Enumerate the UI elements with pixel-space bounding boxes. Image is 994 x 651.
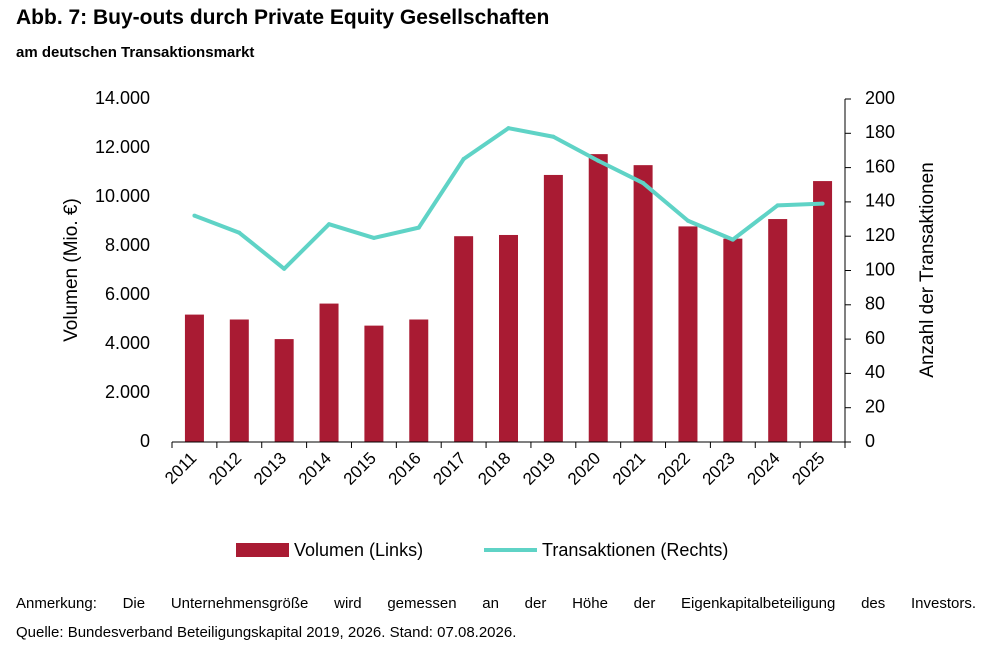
y-left-tick-label: 14.000 [95,88,150,108]
bar-2023 [723,238,743,442]
x-tick-label: 2019 [519,449,559,489]
y-right-axis-title: Anzahl der Transaktionen [917,162,938,377]
footnote: Anmerkung: Die Unternehmensgröße wird ge… [16,595,976,612]
legend-swatch-volumen [236,543,289,557]
point-2025 [820,201,825,206]
y-left-tick-label: 10.000 [95,186,150,206]
x-tick-label: 2023 [699,449,739,489]
bar-2011 [184,314,204,442]
bar-2016 [409,319,429,442]
y-right-tick-label: 160 [865,156,895,176]
point-2021 [641,181,646,186]
x-tick-label: 2022 [654,449,694,489]
x-tick-label: 2020 [564,449,604,489]
bar-2024 [768,219,788,442]
bar-2018 [499,234,518,442]
x-tick-label: 2013 [250,449,290,489]
point-2018 [506,126,511,131]
bar-2025 [813,181,833,442]
bar-2019 [543,174,563,442]
x-tick-label: 2014 [295,449,335,489]
legend-label-volumen: Volumen (Links) [294,540,423,560]
point-2016 [416,225,421,230]
point-2017 [461,157,466,162]
y-left-tick-label: 12.000 [95,137,150,157]
point-2014 [327,222,332,227]
y-left-tick-label: 0 [140,431,150,451]
y-right-tick-label: 100 [865,259,895,279]
point-2012 [237,230,242,235]
y-left-tick-label: 6.000 [105,284,150,304]
x-tick-label: 2012 [205,449,245,489]
chart-title: Abb. 7: Buy-outs durch Private Equity Ge… [16,6,550,29]
x-tick-label: 2016 [385,449,425,489]
point-2013 [282,266,287,271]
y-right-tick-label: 180 [865,122,895,142]
point-2019 [551,134,556,139]
point-2024 [775,203,780,208]
x-tick-label: 2024 [744,449,784,489]
legend-label-transaktionen: Transaktionen (Rechts) [542,540,728,560]
y-right-tick-label: 60 [865,328,885,348]
y-right-tick-label: 80 [865,294,885,314]
bar-2015 [364,325,384,442]
y-left-tick-label: 8.000 [105,235,150,255]
bar-2013 [274,339,294,442]
bar-2017 [454,236,474,442]
x-tick-label: 2025 [788,449,828,489]
y-left-tick-label: 2.000 [105,382,150,402]
y-left-tick-label: 4.000 [105,333,150,353]
y-left-axis-title: Volumen (Mio. €) [61,198,82,342]
bar-2021 [633,165,653,442]
point-2015 [371,235,376,240]
y-right-tick-label: 200 [865,88,895,108]
combo-chart: 2011 2012 2013 2014 2015 2016 2017 2018 2019 2020… [61,88,938,560]
point-2020 [596,158,601,163]
bar-2022 [678,226,698,442]
source-line: Quelle: Bundesverband Beteiligungskapita… [16,624,517,641]
x-tick-label: 2017 [429,449,469,489]
x-tick-label: 2021 [609,449,649,489]
y-right-tick-label: 120 [865,225,895,245]
chart-subtitle: am deutschen Transaktionsmarkt [16,44,255,61]
y-right-tick-label: 40 [865,362,885,382]
y-right-tick-label: 0 [865,431,875,451]
bar-2014 [319,303,339,442]
y-right-tick-label: 20 [865,396,885,416]
point-2011 [192,213,197,218]
bar-2012 [229,319,249,442]
point-2023 [730,237,735,242]
bar-2020 [588,154,608,442]
x-tick-label: 2011 [161,449,200,488]
x-tick-label: 2018 [474,449,514,489]
x-tick-label: 2015 [340,449,380,489]
y-right-tick-label: 140 [865,191,895,211]
point-2022 [685,218,690,223]
